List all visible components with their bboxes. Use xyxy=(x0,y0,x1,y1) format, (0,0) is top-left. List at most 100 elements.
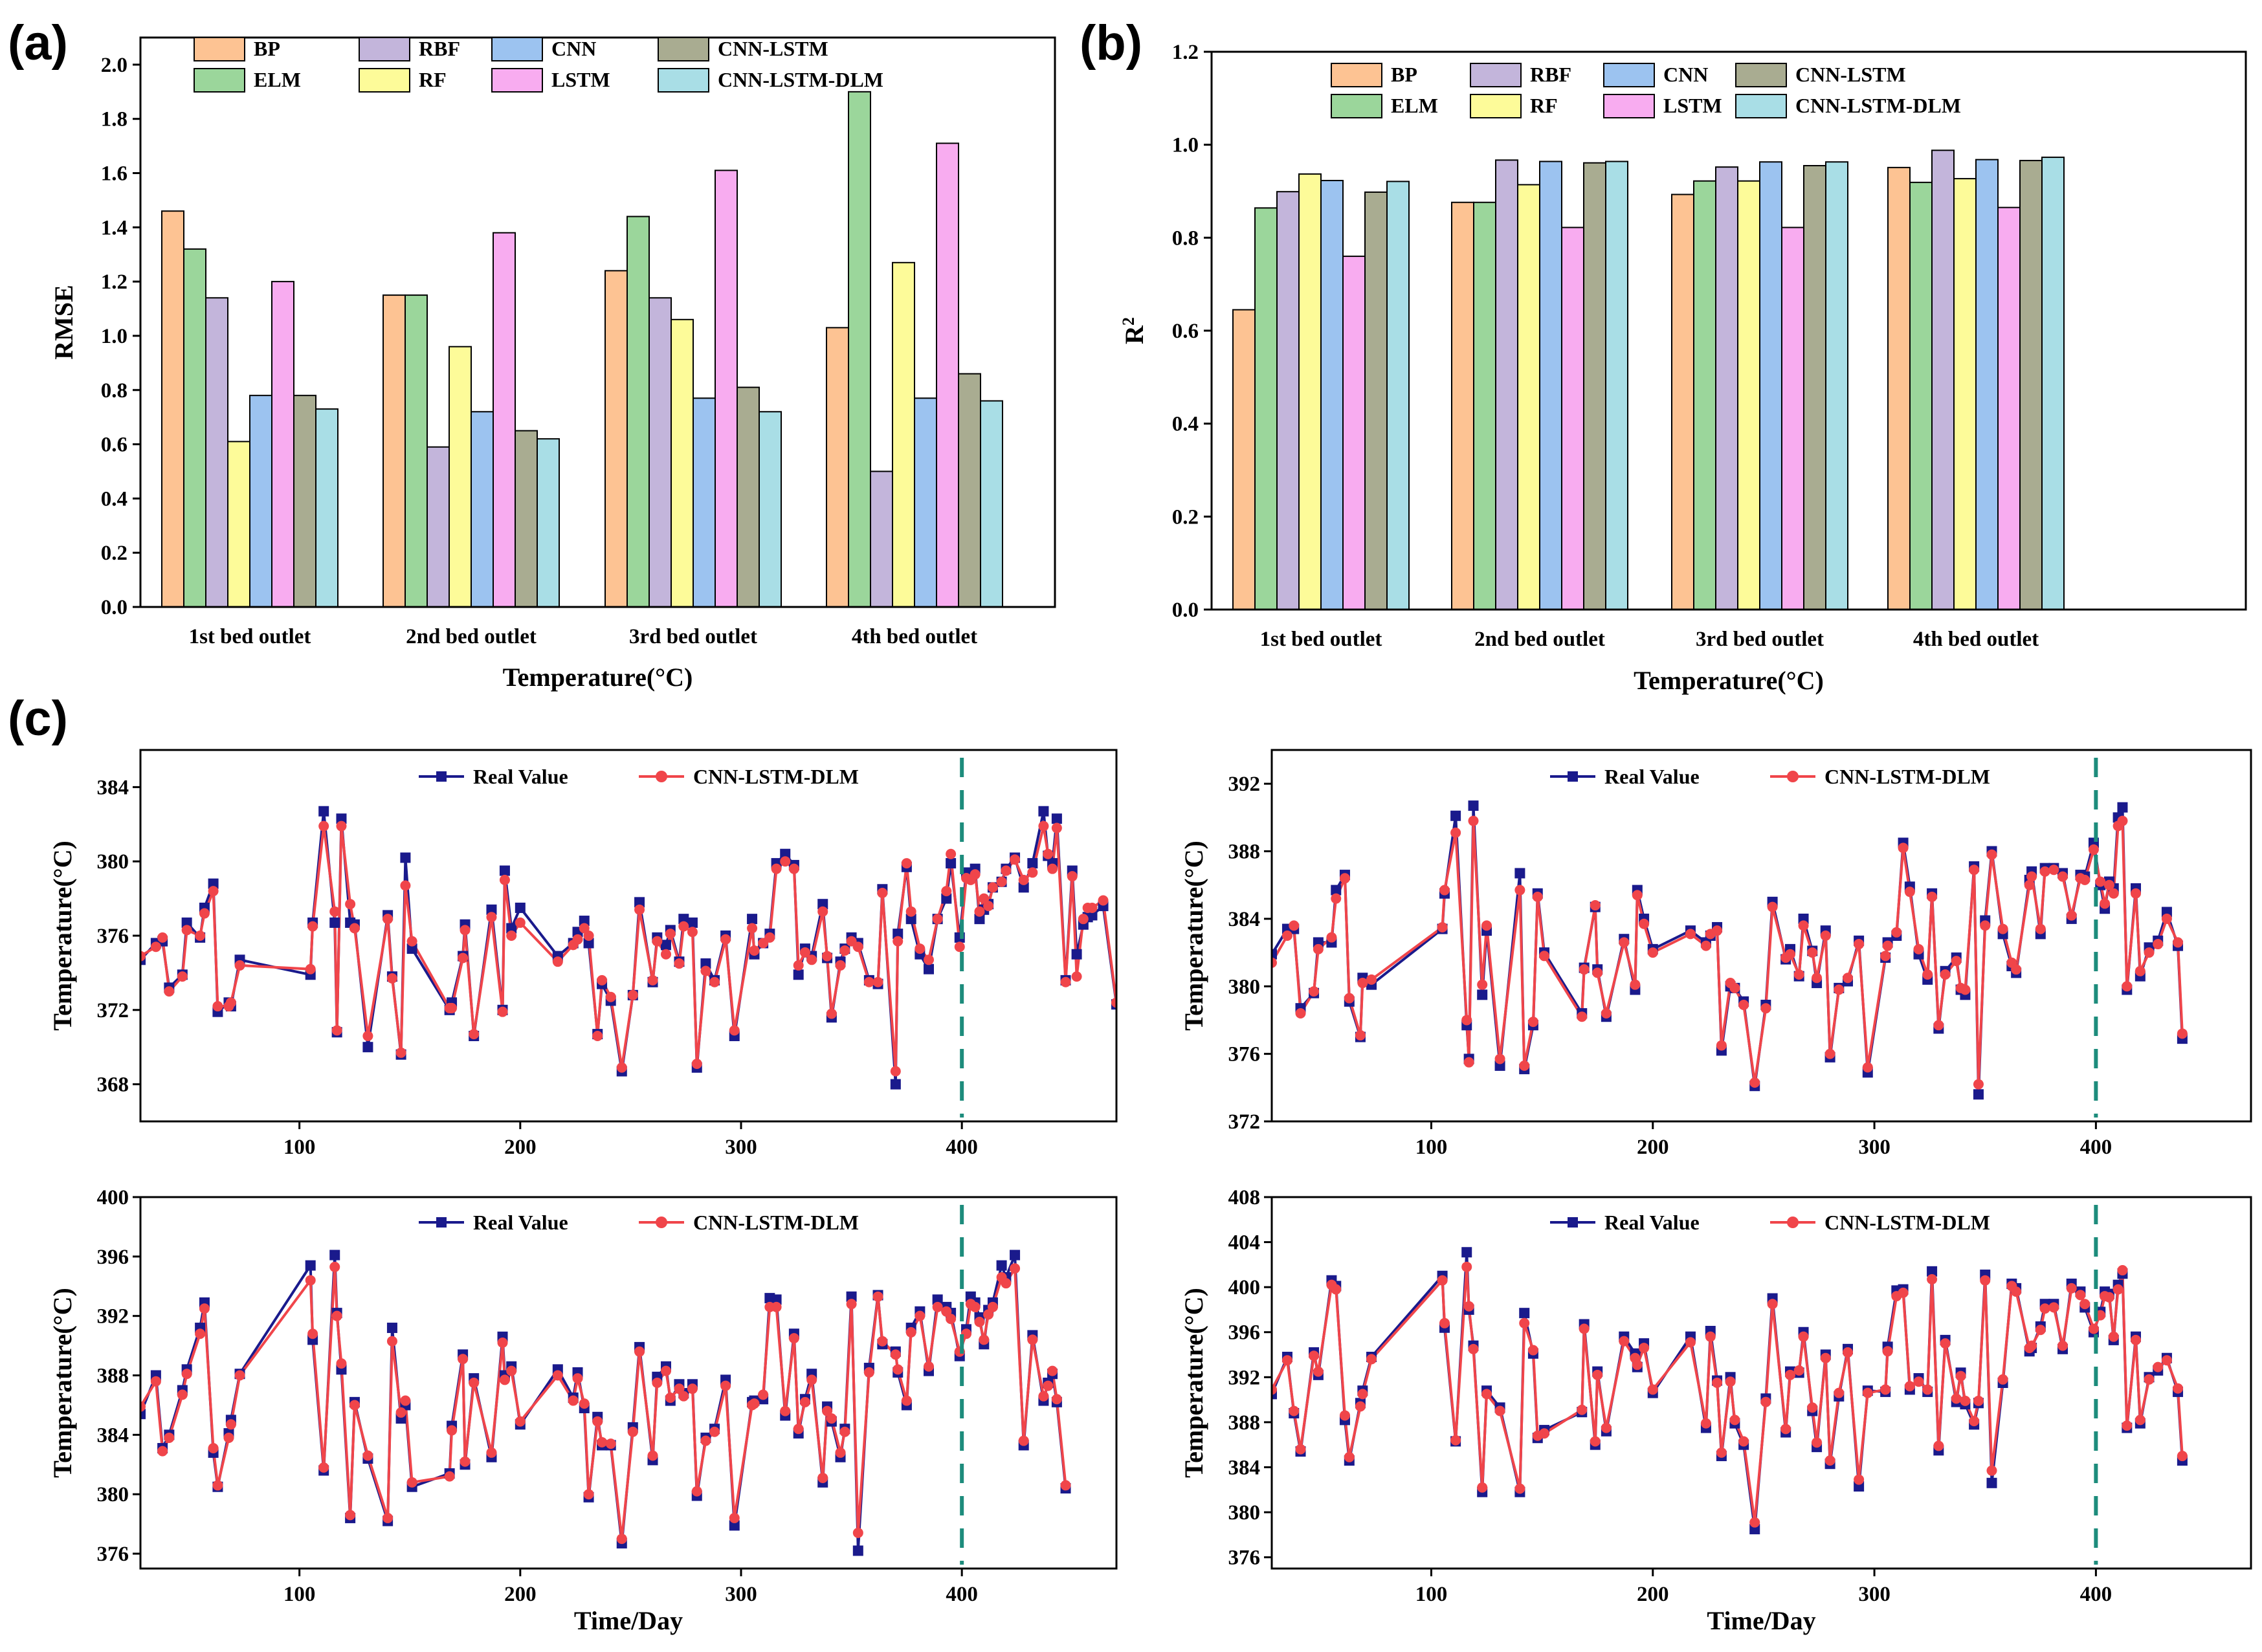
marker-cnn-lstm-dlm xyxy=(1309,986,1320,997)
marker-real-value xyxy=(2202,0,2212,10)
marker-cnn-lstm-dlm xyxy=(1922,969,1933,980)
marker-cnn-lstm-dlm xyxy=(1933,1020,1944,1031)
marker-cnn-lstm-dlm xyxy=(1468,815,1479,826)
bar-elm-4 xyxy=(1909,181,1933,610)
marker-cnn-lstm-dlm xyxy=(1477,979,1488,990)
bar-cnn-lstm-dlm-2 xyxy=(1605,160,1628,610)
marker-real-value xyxy=(924,964,934,975)
marker-cnn-lstm-dlm xyxy=(1038,820,1049,832)
marker-cnn-lstm-dlm xyxy=(627,989,638,1000)
marker-cnn-lstm-dlm xyxy=(1729,1415,1740,1426)
marker-cnn-lstm-dlm xyxy=(1098,895,1109,906)
legend-swatch-rbf xyxy=(359,37,410,61)
marker-real-value xyxy=(1051,813,1062,824)
y-tick-label: 380 xyxy=(97,1483,129,1506)
marker-real-value xyxy=(1067,0,1078,10)
bar-elm-1 xyxy=(183,248,206,608)
marker-real-value xyxy=(817,899,828,910)
marker-cnn-lstm-dlm xyxy=(1577,1404,1588,1415)
marker-cnn-lstm-dlm xyxy=(758,1389,769,1400)
marker-cnn-lstm-dlm xyxy=(1760,1003,1771,1014)
bar-cnn-lstm-dlm-2 xyxy=(537,438,560,608)
marker-cnn-lstm-dlm xyxy=(2103,1292,2114,1303)
marker-cnn-lstm-dlm xyxy=(1712,925,1723,936)
plot-frame xyxy=(139,749,1118,1123)
marker-real-value xyxy=(1973,1089,1984,1100)
marker-real-value xyxy=(1027,858,1038,869)
series-line-real-value xyxy=(1272,1252,2184,1530)
marker-cnn-lstm-dlm xyxy=(1601,1008,1612,1019)
marker-cnn-lstm-dlm xyxy=(1309,1350,1320,1361)
x-category-label: 2nd bed outlet xyxy=(406,625,537,648)
marker-cnn-lstm-dlm xyxy=(661,1365,671,1376)
marker-cnn-lstm-dlm xyxy=(1043,848,1054,859)
marker-cnn-lstm-dlm xyxy=(212,1001,223,1012)
marker-cnn-lstm-dlm xyxy=(1940,969,1951,980)
marker-cnn-lstm-dlm xyxy=(2202,0,2212,5)
y-tick-label: 380 xyxy=(1228,975,1261,998)
marker-cnn-lstm-dlm xyxy=(140,1401,146,1412)
marker-cnn-lstm-dlm xyxy=(2153,939,2164,950)
marker-cnn-lstm-dlm xyxy=(1060,976,1071,987)
marker-cnn-lstm-dlm xyxy=(1072,0,1082,5)
marker-cnn-lstm-dlm xyxy=(709,976,720,987)
marker-real-value xyxy=(329,917,340,928)
y-tick-label: 376 xyxy=(97,1543,129,1566)
marker-cnn-lstm-dlm xyxy=(863,976,874,987)
marker-cnn-lstm-dlm xyxy=(627,1426,638,1437)
marker-real-value xyxy=(946,858,957,869)
marker-cnn-lstm-dlm xyxy=(583,1489,594,1500)
marker-cnn-lstm-dlm xyxy=(1357,1389,1368,1400)
line-chart-bed3: 376 380 384 388 392 396 400 100 200 300 400 Tempera… xyxy=(48,0,1122,1635)
marker-cnn-lstm-dlm xyxy=(1647,947,1658,958)
marker-real-value xyxy=(1514,868,1525,879)
marker-real-value xyxy=(678,914,689,925)
bar-elm-1 xyxy=(1254,207,1278,610)
marker-cnn-lstm-dlm xyxy=(568,1395,579,1406)
marker-cnn-lstm-dlm xyxy=(839,945,850,956)
marker-cnn-lstm-dlm xyxy=(852,942,863,953)
legend-label-real-value: Real Value xyxy=(1604,1211,1700,1234)
bar-bp-1 xyxy=(1232,309,1256,610)
marker-cnn-lstm-dlm xyxy=(1725,1376,1736,1387)
legend-marker-cnn-lstm-dlm xyxy=(1787,1217,1799,1228)
marker-cnn-lstm-dlm xyxy=(687,927,698,938)
marker-cnn-lstm-dlm xyxy=(1590,900,1601,911)
marker-cnn-lstm-dlm xyxy=(954,942,965,953)
bar-elm-3 xyxy=(1693,180,1716,610)
legend-label-cnn-lstm-dlm: CNN-LSTM-DLM xyxy=(718,68,883,91)
marker-cnn-lstm-dlm xyxy=(1461,1015,1472,1026)
marker-cnn-lstm-dlm xyxy=(2108,888,2119,899)
marker-cnn-lstm-dlm xyxy=(406,1477,417,1488)
x-tick-label: 200 xyxy=(504,1583,537,1606)
legend-label-elm: ELM xyxy=(254,68,301,91)
marker-cnn-lstm-dlm xyxy=(1824,1048,1835,1059)
marker-cnn-lstm-dlm xyxy=(458,953,469,964)
marker-cnn-lstm-dlm xyxy=(1812,973,1823,984)
marker-cnn-lstm-dlm xyxy=(1639,1343,1650,1354)
marker-cnn-lstm-dlm xyxy=(1940,1338,1951,1349)
marker-cnn-lstm-dlm xyxy=(1619,937,1630,948)
marker-cnn-lstm-dlm xyxy=(826,1413,837,1424)
legend-label-elm: ELM xyxy=(1391,94,1438,117)
legend-swatch-rbf xyxy=(1470,63,1522,87)
marker-cnn-lstm-dlm xyxy=(872,976,883,987)
y-axis-label-superscript: 2 xyxy=(1119,317,1138,325)
bar-cnn-1 xyxy=(1320,179,1344,610)
marker-real-value xyxy=(1111,0,1122,10)
marker-real-value xyxy=(771,1294,782,1305)
x-category-label: 4th bed outlet xyxy=(852,625,977,648)
marker-cnn-lstm-dlm xyxy=(1366,1354,1377,1365)
y-axis-label: Temperature(°C) xyxy=(48,1288,77,1478)
marker-real-value xyxy=(1072,0,1082,10)
legend-swatch-lstm xyxy=(491,68,543,93)
marker-cnn-lstm-dlm xyxy=(2161,913,2172,924)
y-tick-label: 392 xyxy=(97,1305,129,1328)
marker-cnn-lstm-dlm xyxy=(223,1432,234,1443)
bar-cnn-lstm-dlm-4 xyxy=(980,400,1003,608)
legend-label-cnn-lstm-dlm: CNN-LSTM-DLM xyxy=(693,765,859,788)
plot-area xyxy=(1272,0,2212,1100)
marker-cnn-lstm-dlm xyxy=(2161,1355,2172,1366)
bar-cnn-lstm-dlm-1 xyxy=(315,408,338,608)
marker-cnn-lstm-dlm xyxy=(817,1472,828,1483)
